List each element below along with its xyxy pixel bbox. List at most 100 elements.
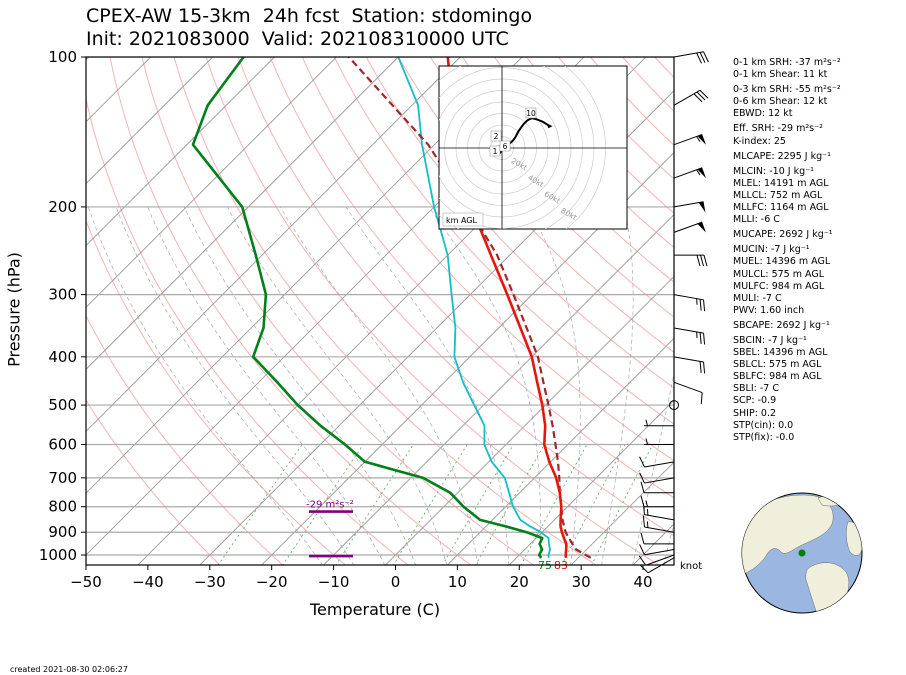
chart-subtitle: Init: 2021083000 Valid: 202108310000 UTC [86, 28, 509, 50]
isotherm [446, 337, 674, 565]
barb-full [639, 544, 645, 555]
index-mucape: MUCAPE: 2692 J kg⁻¹ [733, 229, 833, 241]
dry-adiabat [205, 57, 660, 565]
mixing-ratio-line [561, 444, 626, 565]
y-tick-label: 800 [48, 498, 77, 516]
index-stp-fix: STP(fix): -0.0 [733, 431, 795, 443]
barb-full [703, 299, 706, 312]
wind-unit-label: knot [680, 561, 702, 572]
wind-barb [640, 481, 674, 494]
isotherm [86, 57, 523, 494]
globe-land-group [742, 494, 862, 613]
barb-half [696, 169, 701, 176]
barb-full [639, 472, 645, 484]
index-mllcl: MLLCL: 752 m AGL [733, 189, 823, 201]
barb-full [639, 456, 645, 468]
barb-shaft [673, 51, 704, 58]
barb-full [699, 299, 702, 311]
barb-full [703, 333, 706, 345]
barb-full [703, 361, 706, 374]
wind-barb [640, 532, 674, 545]
index-muli: MULI: -7 C [733, 292, 782, 304]
index-mulcl: MULCL: 575 m AGL [733, 268, 825, 280]
barb-full [699, 89, 709, 99]
y-tick-label: 700 [48, 469, 77, 487]
index-muel: MUEL: 14396 m AGL [733, 256, 831, 268]
x-axis-label: Temperature (C) [310, 600, 441, 619]
dry-adiabat [86, 399, 221, 565]
index-sbcape: SBCAPE: 2692 J kg⁻¹ [733, 319, 830, 331]
barb-shaft [644, 514, 675, 521]
barb-shaft [673, 294, 704, 301]
barb-full [642, 515, 645, 528]
globe-locator [741, 492, 863, 614]
hodograph-height-marker: 1 [489, 145, 501, 157]
x-tick-label: −40 [132, 573, 164, 591]
y-tick-label: 600 [48, 436, 77, 454]
wind-barbs: knot [638, 51, 709, 574]
wind-barb [639, 456, 675, 468]
barb-shaft [673, 381, 703, 394]
dry-adiabat [301, 57, 674, 462]
mixing-ratio-line [520, 444, 588, 565]
index-ebwd: EBWD: 12 kt [733, 108, 793, 120]
parcel-profile [347, 57, 592, 559]
barb-shaft [673, 89, 701, 106]
index-ship: SHIP: 0.2 [733, 407, 777, 419]
wind-barb [642, 515, 675, 533]
x-tick-label: −10 [318, 573, 350, 591]
index-sbli: SBLI: -7 C [733, 383, 779, 395]
isotherm [86, 57, 275, 247]
index-pwv: PWV: 1.60 inch [733, 304, 805, 316]
index-sblcl: SBLCL: 575 m AGL [733, 359, 822, 371]
hodograph-height-label: 1 [493, 147, 498, 156]
barb-full [640, 495, 645, 507]
hodograph-height-marker: 10 [525, 107, 537, 119]
x-tick-label: 20 [510, 573, 529, 591]
barb-half [645, 438, 648, 445]
index-sbcin: SBCIN: -7 J kg⁻¹ [733, 334, 807, 346]
wind-barb [673, 51, 709, 64]
dry-adiabat [333, 57, 674, 425]
isotherm [508, 399, 674, 565]
mixing-ratio-line [335, 444, 414, 565]
moist-adiabat [87, 206, 324, 565]
moist-adiabat [147, 206, 386, 565]
index-srh03: 0-3 km SRH: -55 m²s⁻² [733, 84, 841, 96]
wind-barb [644, 438, 674, 446]
barb-full [640, 532, 645, 545]
profile-clip-group [191, 57, 592, 559]
skewt-grid [86, 57, 674, 565]
isotherm [322, 213, 674, 565]
moist-adiabat [601, 206, 634, 565]
barb-shaft [673, 356, 704, 363]
x-tick-label: −20 [256, 573, 288, 591]
index-shear01: 0-1 km Shear: 11 kt [733, 69, 828, 81]
barb-half [645, 419, 648, 426]
index-mllfc: MLLFC: 1164 m AGL [733, 202, 829, 214]
srh-label: -29 m²s⁻² [306, 500, 354, 511]
index-mucin: MUCIN: -7 J kg⁻¹ [733, 244, 810, 256]
hodograph-height-box [499, 140, 511, 152]
isotherm [261, 152, 674, 565]
greenland-land [817, 495, 845, 507]
dry-adiabat [269, 57, 674, 499]
barb-full [700, 392, 703, 404]
north-america-land [742, 494, 834, 575]
index-shear06: 0-6 km Shear: 12 kt [733, 96, 828, 108]
mixing-ratio-line [392, 444, 468, 565]
barb-half [645, 500, 648, 507]
wind-barb [673, 201, 706, 213]
y-tick-label: 900 [48, 523, 77, 541]
x-tick-label: 40 [634, 573, 653, 591]
hodograph-frame [438, 65, 628, 230]
plot-clip-group [86, 57, 674, 565]
wind-barb [640, 495, 674, 508]
station-marker [798, 549, 806, 557]
index-mulfc: MULFC: 984 m AGL [733, 280, 825, 292]
x-tick-label: 30 [572, 573, 591, 591]
moist-adiabat [279, 206, 479, 565]
y-tick-label: 400 [48, 348, 77, 366]
barb-shaft [645, 554, 675, 566]
